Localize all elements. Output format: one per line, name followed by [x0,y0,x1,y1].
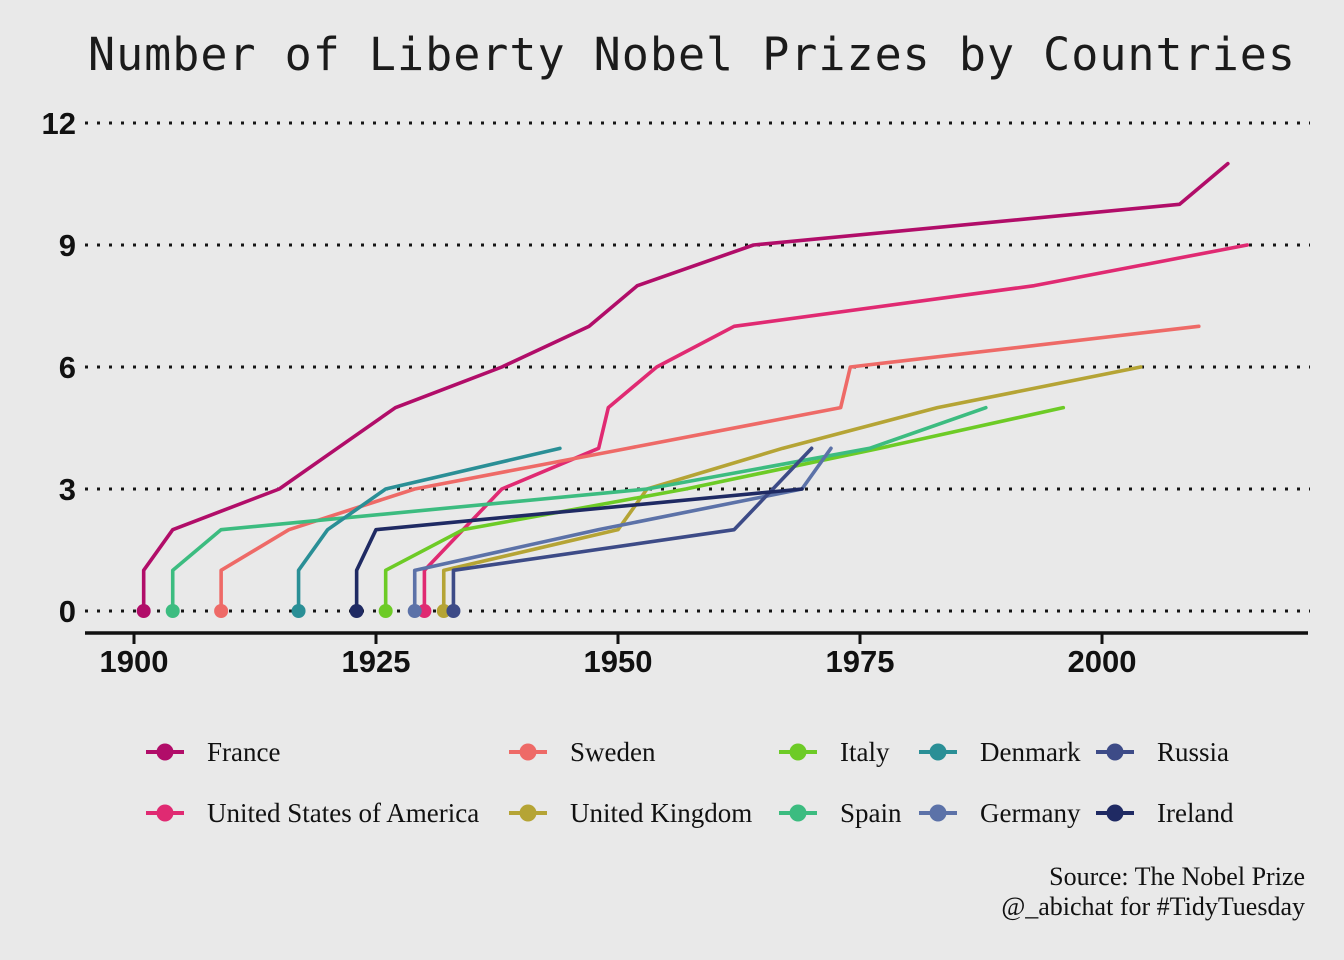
legend-item-united-states-of-america: United States of America [143,797,480,828]
series-start-dot-ireland [349,604,364,618]
series-line-spain [170,405,988,613]
series-line-france [141,161,1230,613]
x-tick-label-2000: 2000 [1068,644,1137,679]
legend-key-sweden [509,743,547,761]
series-line-russia [451,446,814,613]
y-tick-label-6: 6 [59,350,76,385]
series-line-denmark [296,446,562,613]
legend-label-united-kingdom: United Kingdom [570,797,753,828]
legend-key-united-states-of-america [146,804,184,822]
x-tick-label-1925: 1925 [342,644,411,679]
legend-item-spain: Spain [776,797,902,828]
x-tick-label-1975: 1975 [826,644,895,679]
legend-label-denmark: Denmark [980,736,1081,767]
legend-label-france: France [207,736,281,767]
x-tick-label-1950: 1950 [584,644,653,679]
legend-key-spain [779,804,817,822]
legend-label-ireland: Ireland [1157,797,1234,828]
legend-label-sweden: Sweden [570,736,656,767]
x-tick-label-1900: 1900 [100,644,169,679]
series-line-sweden [219,324,1201,613]
legend-label-italy: Italy [840,736,890,767]
source-line-1: Source: The Nobel Prize [1049,862,1305,891]
legend-label-spain: Spain [840,797,902,828]
legend-key-denmark [919,743,957,761]
series-start-dot-italy [378,604,393,618]
series-start-dot-germany [407,604,422,618]
legend-item-germany: Germany [916,797,1081,828]
series-start-dot-sweden [214,604,229,618]
legend-key-france [146,743,184,761]
series-line-united-states-of-america [422,243,1249,613]
legend-label-united-states-of-america: United States of America [207,797,480,828]
legend-item-italy: Italy [776,736,890,767]
legend-key-russia [1096,743,1134,761]
y-tick-label-3: 3 [59,472,76,507]
legend-key-united-kingdom [509,804,547,822]
series-line-germany [412,446,833,613]
legend-label-germany: Germany [980,797,1081,828]
y-tick-label-12: 12 [42,106,76,141]
series-line-italy [383,405,1066,613]
legend-key-ireland [1096,804,1134,822]
series-start-dot-russia [446,604,461,618]
legend-item-united-kingdom: United Kingdom [506,797,753,828]
source-line-2: @_abichat for #TidyTuesday [1001,892,1305,921]
legend-item-france: France [143,736,281,767]
series-line-ireland [354,487,804,613]
source-caption: Source: The Nobel Prize @_abichat for #T… [1001,862,1305,922]
series-start-dot-united-states-of-america [417,604,432,618]
legend-label-russia: Russia [1157,736,1230,767]
series-start-dot-united-kingdom [436,604,451,618]
y-tick-label-9: 9 [59,228,76,263]
series-start-dot-france [136,604,151,618]
legend-key-italy [779,743,817,761]
y-tick-label-0: 0 [59,594,76,629]
legend-item-denmark: Denmark [916,736,1081,767]
legend-key-germany [919,804,957,822]
series-start-dot-denmark [291,604,306,618]
series-start-dot-spain [165,604,180,618]
legend-item-ireland: Ireland [1093,797,1234,828]
chart-title: Number of Liberty Nobel Prizes by Countr… [88,28,1296,81]
legend-item-sweden: Sweden [506,736,656,767]
legend-item-russia: Russia [1093,736,1230,767]
